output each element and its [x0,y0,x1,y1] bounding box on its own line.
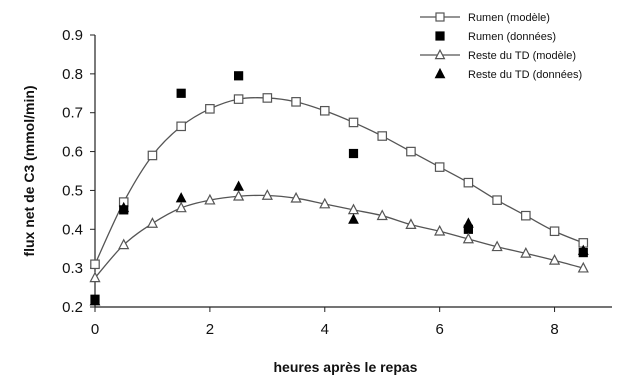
data-point [233,180,245,191]
data-point [319,105,330,116]
y-tick-label: 0.4 [62,221,83,238]
legend-item: Rumen (modèle) [420,12,550,24]
x-tick-label: 6 [435,321,443,338]
x-tick-label: 2 [206,321,214,338]
y-tick-label: 0.2 [62,299,83,316]
data-point [290,191,302,203]
data-point [491,240,503,252]
data-point [89,271,101,283]
data-point [118,238,130,250]
y-tick-label: 0.6 [62,144,83,161]
x-tick-label: 8 [550,321,558,338]
series-4 [89,180,589,306]
x-tick-label: 4 [321,321,329,338]
data-point [348,148,359,159]
series-3 [89,189,589,283]
data-point [377,131,388,141]
legend-label: Rumen (modèle) [468,12,550,24]
data-point [147,150,158,161]
data-point [434,67,446,79]
data-point [175,192,187,203]
y-tick-label: 0.5 [62,182,83,199]
data-point [232,189,245,201]
data-point [261,189,273,200]
data-point [462,217,474,228]
series-line [94,96,584,265]
data-point [175,201,187,213]
y-tick-label: 0.3 [62,260,83,277]
data-point [118,201,130,213]
data-point [434,224,446,236]
data-point [434,162,445,172]
x-tick-label: 0 [91,321,99,338]
data-point [435,31,445,41]
data-point [262,93,273,103]
data-point [549,226,560,237]
legend-item: Rumen (données) [435,31,556,43]
data-point [233,94,244,104]
data-point [406,146,416,157]
data-point [348,117,359,128]
data-point [376,209,388,221]
series-2 [90,71,588,304]
y-tick-label: 0.9 [62,27,83,44]
data-point [176,88,186,98]
legend-label: Reste du TD (données) [468,69,582,81]
data-point [462,232,475,244]
series-layer [89,71,589,306]
data-point [434,48,446,60]
data-point [548,254,561,265]
y-axis-title: flux net de C3 (mmol/min) [21,85,37,256]
data-point [234,71,244,81]
legend: Rumen (modèle) Rumen (données) Reste du TD… [420,12,582,81]
data-point [348,213,359,224]
legend-label: Rumen (données) [468,31,556,43]
data-point [463,177,474,188]
y-tick-label: 0.8 [62,66,83,83]
legend-item: Reste du TD (données) [434,67,582,81]
data-point [520,247,532,258]
data-point [319,197,331,209]
legend-item: Reste du TD (modèle) [420,48,576,62]
data-point [492,195,502,205]
y-tick-label: 0.7 [62,105,83,122]
x-axis-title: heures après le repas [274,359,418,375]
series-1 [90,93,589,270]
data-point [176,121,186,132]
data-point [90,259,100,270]
axes: 0.2 0.3 0.4 0.5 0.6 0.7 0.8 0.9 0 2 4 6 8 [62,27,612,338]
data-point [204,193,216,205]
data-point [405,218,417,230]
data-point [577,261,589,273]
legend-label: Reste du TD (modèle) [468,50,576,62]
data-point [89,295,101,306]
data-point [577,244,589,255]
data-point [291,97,301,107]
data-point [205,104,215,114]
data-point [146,217,159,228]
data-point [521,210,531,221]
data-point [435,12,445,22]
